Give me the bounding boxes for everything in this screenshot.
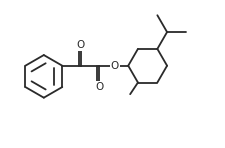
Text: O: O bbox=[111, 61, 119, 71]
Text: O: O bbox=[95, 82, 103, 92]
Text: O: O bbox=[77, 40, 85, 50]
